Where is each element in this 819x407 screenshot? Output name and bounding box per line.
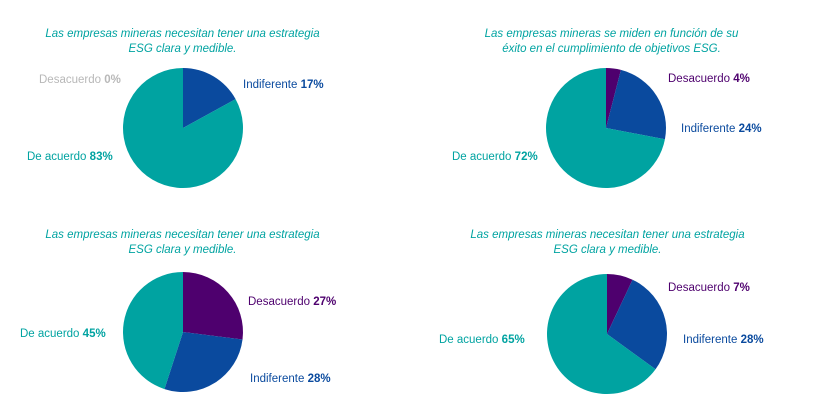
chart-4-label-de-acuerdo-value: 65% <box>501 334 525 346</box>
pie-slice-indiferente <box>606 69 666 140</box>
pie-slice-desacuerdo <box>606 68 621 128</box>
chart-1-pie <box>123 68 243 188</box>
chart-3-title-line-2: ESG clara y medible. <box>128 244 237 256</box>
chart-3-label-de-acuerdo-value: 45% <box>82 328 106 340</box>
pie-slice-de-acuerdo <box>122 272 183 390</box>
chart-2-label-desacuerdo-value: 4% <box>733 73 750 85</box>
chart-3-title-line-1: Las empresas mineras necesitan tener una… <box>45 229 320 241</box>
chart-2-label-de-acuerdo-name: De acuerdo <box>452 151 512 163</box>
chart-4-label-indiferente-name: Indiferente <box>683 334 738 346</box>
pie-slice-de-acuerdo <box>546 68 665 188</box>
chart-2-label-de-acuerdo: De acuerdo 72% <box>452 150 538 164</box>
chart-4-title-line-1: Las empresas mineras necesitan tener una… <box>470 229 745 241</box>
chart-3-label-indiferente: Indiferente 28% <box>250 372 331 386</box>
chart-2-title-line-2: éxito en el cumplimiento de objetivos ES… <box>502 43 721 55</box>
chart-4-label-desacuerdo-value: 7% <box>733 282 750 294</box>
chart-4-label-desacuerdo: Desacuerdo 7% <box>668 281 750 295</box>
chart-3-label-indiferente-name: Indiferente <box>250 373 305 385</box>
chart-3-title: Las empresas mineras necesitan tener una… <box>20 228 345 258</box>
chart-4-title: Las empresas mineras necesitan tener una… <box>445 228 770 258</box>
chart-3-label-de-acuerdo: De acuerdo 45% <box>20 327 106 341</box>
chart-3-label-desacuerdo-name: Desacuerdo <box>248 296 311 308</box>
chart-2-pie <box>546 68 666 188</box>
chart-4-label-desacuerdo-name: Desacuerdo <box>668 282 731 294</box>
pie-slice-indiferente <box>607 279 667 370</box>
chart-3-label-de-acuerdo-name: De acuerdo <box>20 328 80 340</box>
chart-3-pie <box>122 272 243 392</box>
pie-slice-desacuerdo <box>607 274 633 334</box>
chart-1-label-indiferente-value: 17% <box>300 79 324 91</box>
chart-2-title: Las empresas mineras se miden en función… <box>449 27 774 57</box>
chart-2-label-indiferente-value: 24% <box>738 123 762 135</box>
chart-4-label-de-acuerdo: De acuerdo 65% <box>439 333 525 347</box>
pie-slice-de-acuerdo <box>547 274 656 394</box>
chart-2-label-desacuerdo: Desacuerdo 4% <box>668 72 750 86</box>
chart-2-label-indiferente-name: Indiferente <box>681 123 736 135</box>
chart-1-label-indiferente: Indiferente 17% <box>243 78 324 92</box>
chart-1-label-de-acuerdo-value: 83% <box>89 151 113 163</box>
chart-2-label-de-acuerdo-value: 72% <box>514 151 538 163</box>
pie-slice-de-acuerdo <box>123 68 243 188</box>
chart-2-label-indiferente: Indiferente 24% <box>681 122 762 136</box>
chart-4-title-line-2: ESG clara y medible. <box>553 244 662 256</box>
pie-slice-indiferente <box>164 332 243 392</box>
chart-1-label-desacuerdo-name: Desacuerdo <box>39 74 102 86</box>
chart-3-label-indiferente-value: 28% <box>307 373 331 385</box>
chart-2-label-desacuerdo-name: Desacuerdo <box>668 73 731 85</box>
chart-1-label-indiferente-name: Indiferente <box>243 79 298 91</box>
pie-slice-desacuerdo <box>183 272 243 340</box>
pie-slice-indiferente <box>183 68 236 128</box>
chart-1-title: Las empresas mineras necesitan tener una… <box>20 27 345 57</box>
chart-1-label-de-acuerdo: De acuerdo 83% <box>27 150 113 164</box>
chart-4-pie <box>547 274 667 394</box>
chart-1-label-de-acuerdo-name: De acuerdo <box>27 151 87 163</box>
chart-1-label-desacuerdo: Desacuerdo 0% <box>39 73 121 87</box>
chart-3-label-desacuerdo: Desacuerdo 27% <box>248 295 336 309</box>
chart-4-label-indiferente: Indiferente 28% <box>683 333 764 347</box>
chart-4-label-indiferente-value: 28% <box>740 334 764 346</box>
chart-1-title-line-1: Las empresas mineras necesitan tener una… <box>45 28 320 40</box>
chart-1-title-line-2: ESG clara y medible. <box>128 43 237 55</box>
chart-4-label-de-acuerdo-name: De acuerdo <box>439 334 499 346</box>
chart-1-label-desacuerdo-value: 0% <box>104 74 121 86</box>
chart-3-label-desacuerdo-value: 27% <box>313 296 337 308</box>
chart-2-title-line-1: Las empresas mineras se miden en función… <box>484 28 739 40</box>
